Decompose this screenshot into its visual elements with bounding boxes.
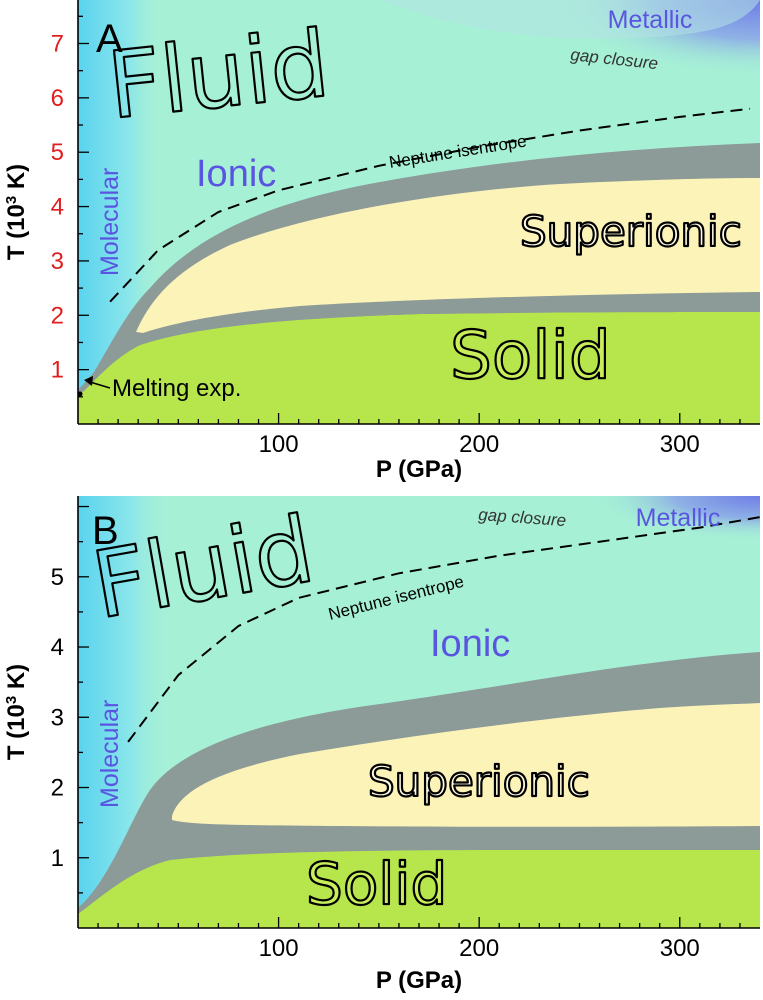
y-tick-label: 3	[51, 704, 64, 731]
melting-label: Melting exp.	[112, 375, 241, 402]
y-tick-label: 6	[51, 85, 64, 112]
panel-b: Fluid Ionic Molecular Metallic Superioni…	[3, 495, 760, 994]
panel-b-axes: 100 200 300 1 2 3 4 5	[51, 496, 760, 962]
superionic-region	[172, 703, 760, 827]
x-tick-label: 300	[660, 935, 700, 962]
superionic-solid-boundary	[78, 292, 760, 396]
panel-a-letter: A	[96, 17, 123, 61]
x-tick-label: 300	[660, 431, 700, 458]
panel-b-x-axis-title: P (GPa)	[376, 967, 462, 994]
panel-b-regions	[78, 496, 760, 928]
solid-region	[78, 850, 760, 928]
metallic-label: Metallic	[636, 504, 721, 532]
y-tick-label: 1	[51, 845, 64, 872]
y-tick-label: 2	[51, 775, 64, 802]
metallic-region	[420, 496, 760, 586]
fluid-label: Fluid	[103, 10, 334, 139]
neptune-isentrope-line	[109, 107, 751, 303]
panel-a-x-axis-title: P (GPa)	[376, 456, 462, 483]
panel-a-y-axis-title: T (103 K)	[3, 164, 31, 260]
ionic-label: Ionic	[430, 623, 510, 665]
panel-b-y-axis-title: T (103 K)	[3, 664, 31, 760]
y-tick-label: 3	[51, 248, 64, 275]
panel-b-letter: B	[92, 509, 119, 553]
solid-label: Solid	[306, 850, 447, 918]
panel-a-axes: 100 200 300 1 2 3 4 5 6 7	[51, 0, 760, 458]
superionic-label: Superionic	[368, 757, 590, 806]
panel-a-regions	[78, 0, 760, 424]
x-tick-label: 100	[259, 431, 299, 458]
x-tick-label: 100	[259, 935, 299, 962]
y-tick-label: 1	[51, 357, 64, 384]
metallic-label: Metallic	[608, 6, 693, 34]
y-tick-label: 4	[51, 194, 64, 221]
panel-a: Fluid Ionic Molecular Metallic Superioni…	[3, 0, 760, 483]
y-tick-label: 5	[51, 139, 64, 166]
y-tick-label: 4	[51, 634, 64, 661]
y-tick-label: 7	[51, 30, 64, 57]
ionic-label: Ionic	[196, 153, 276, 195]
neptune-isentrope-line	[127, 516, 760, 743]
superionic-label: Superionic	[520, 207, 742, 256]
solid-region	[78, 312, 760, 424]
molecular-label: Molecular	[96, 700, 124, 808]
solid-label: Solid	[450, 317, 611, 394]
gap-closure-band	[380, 0, 760, 40]
y-tick-label: 5	[51, 564, 64, 591]
y-tick-label: 2	[51, 302, 64, 329]
x-tick-label: 200	[459, 431, 499, 458]
molecular-label: Molecular	[96, 168, 124, 276]
x-tick-label: 200	[459, 935, 499, 962]
